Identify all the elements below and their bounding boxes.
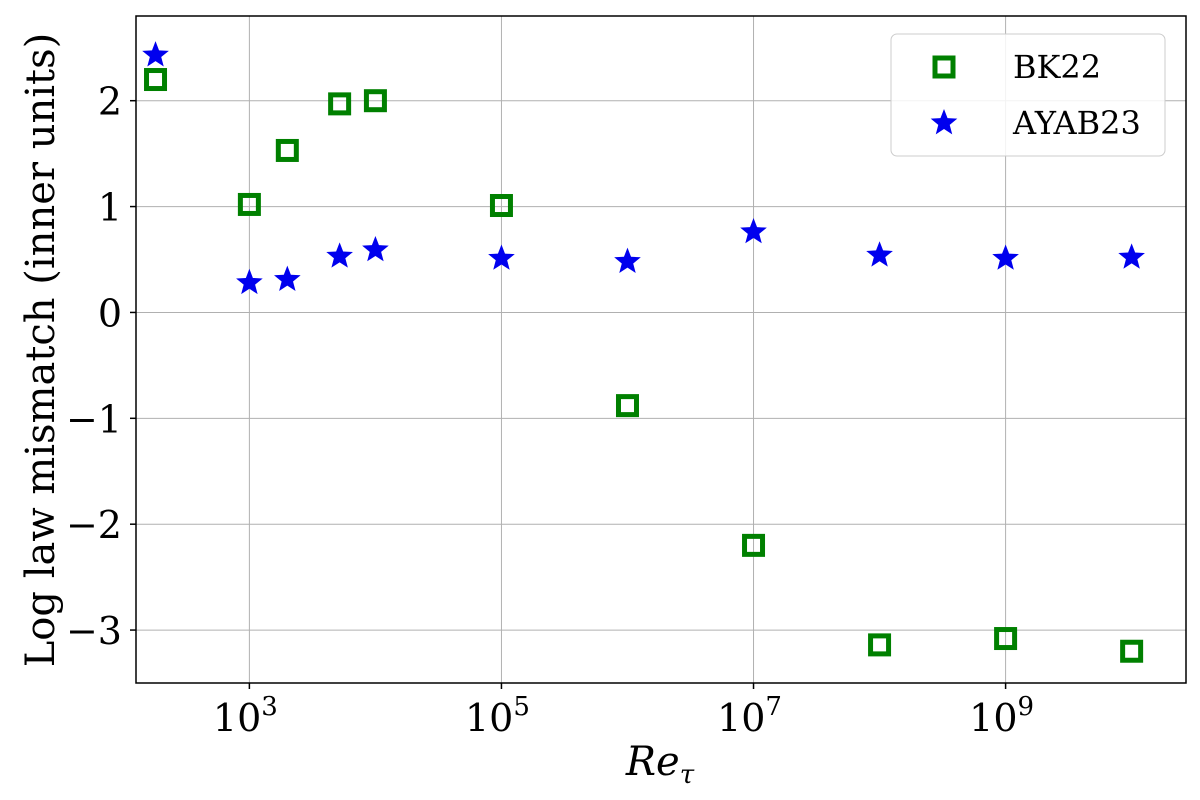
y-tick-label: −3 [66,609,122,653]
star-point [740,217,767,244]
star-point [1118,243,1145,269]
star-point [236,268,263,295]
y-tick-label: −1 [66,397,122,441]
x-tick-label: 107 [717,692,782,740]
star-point [488,244,515,270]
star-point [614,247,641,273]
y-axis-ticks: 2 1 0 −1 −2 −3 [66,80,136,653]
square-point [742,533,766,557]
star-point [992,244,1019,270]
series-bk22 [144,68,1144,663]
square-point [328,92,352,116]
square-point [144,68,168,92]
star-point [274,265,301,291]
x-tick-label: 105 [465,692,530,740]
x-axis-label-subscript: τ [680,760,695,790]
square-point [868,633,892,657]
square-point [1120,639,1144,663]
square-point [994,627,1018,651]
x-tick-label: 109 [969,692,1034,740]
legend-box [890,33,1166,157]
square-point [363,89,387,113]
square-point [275,138,299,162]
plot-frame [135,15,1187,684]
star-point [142,41,169,67]
y-tick-label: −2 [66,503,122,547]
legend-marker-bk22 [932,55,956,79]
x-axis-label: Reτ [625,739,695,790]
grid-lines [136,16,1186,683]
star-point [866,241,893,267]
legend: BK22 AYAB23 [890,33,1166,157]
y-tick-label: 1 [98,186,122,230]
star-point [362,235,389,262]
x-axis-label-main: Re [625,739,680,785]
x-tick-label: 103 [213,692,278,740]
legend-marker-ayab23 [930,109,958,135]
legend-label-ayab23: AYAB23 [1012,104,1141,142]
data-points [142,41,1145,663]
y-tick-label: 2 [98,80,122,124]
legend-label-bk22: BK22 [1013,48,1101,86]
legend-items: BK22 AYAB23 [930,48,1141,142]
y-tick-label: 0 [98,291,122,335]
square-point [237,192,261,216]
square-point [489,194,513,218]
series-ayab23 [142,41,1145,295]
square-point [615,394,639,418]
x-axis-ticks: 103 105 107 109 [213,683,1034,740]
star-point [326,242,353,268]
y-axis-label: Log law mismatch (inner units) [18,33,64,668]
